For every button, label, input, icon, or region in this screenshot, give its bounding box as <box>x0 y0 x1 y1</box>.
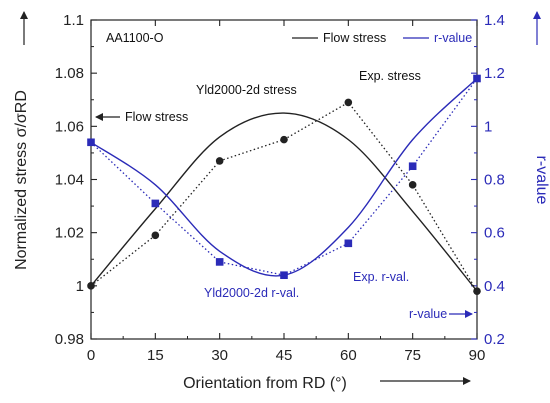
series-layer <box>87 74 481 295</box>
data-point-exp-stress <box>344 98 353 107</box>
y-axis-left-title: Normalized stress σ/σRD <box>13 90 30 270</box>
y-left-tick-label: 1.08 <box>55 65 84 82</box>
legend: Flow stress r-value <box>292 31 472 45</box>
data-point-exp-stress <box>408 181 417 189</box>
x-tick-label: 0 <box>87 347 95 364</box>
annotation-exp-rval: Exp. r-val. <box>353 270 409 284</box>
y-left-tick-label: 1.04 <box>55 172 84 189</box>
x-tick-label: 45 <box>276 347 293 364</box>
series-line-exp-r-val <box>90 78 478 276</box>
y-right-tick-label: 0.2 <box>484 331 505 348</box>
y-left-tick-label: 0.98 <box>55 331 84 348</box>
data-point-exp-r-val <box>215 258 224 266</box>
x-tick-label: 90 <box>469 347 486 364</box>
y-left-tick-label: 1 <box>76 278 84 295</box>
x-tick-label: 30 <box>211 347 228 364</box>
annotation-yld-stress: Yld2000-2d stress <box>196 83 297 97</box>
y-right-tick-label: 1.2 <box>484 65 505 82</box>
series-line-yld2000-2d-r-val <box>90 77 478 277</box>
y-right-tick-label: 0.6 <box>484 225 505 242</box>
data-point-exp-r-val <box>151 199 160 208</box>
y-right-tick-label: 0.8 <box>484 172 505 189</box>
data-point-exp-stress <box>215 157 224 165</box>
series-line-yld2000-2d-stress <box>90 112 478 292</box>
y-right-tick-label: 0.4 <box>484 278 505 295</box>
legend-flow-stress-label: Flow stress <box>323 31 386 45</box>
y-left-tick-label: 1.06 <box>55 118 84 135</box>
y-right-tick-label: 1 <box>484 118 492 135</box>
data-point-exp-r-val <box>344 239 353 248</box>
y-axis-right-title: r-value <box>533 156 550 205</box>
data-point-exp-r-val <box>408 162 417 171</box>
x-tick-label: 60 <box>340 347 357 364</box>
x-tick-label: 75 <box>404 347 421 364</box>
annotation-exp-stress: Exp. stress <box>359 69 421 83</box>
data-point-exp-stress <box>280 135 288 144</box>
annotation-flow-stress: Flow stress <box>125 110 188 124</box>
annotation-rvalue-arrow-label: r-value <box>409 307 447 321</box>
annotation-yld-rval: Yld2000-2d r-val. <box>204 286 299 300</box>
axis-ticks: 0 15 30 45 60 75 90 0.98 1 1.02 1.04 1.06 1.08 1.1 0.2… <box>55 12 505 364</box>
y-left-tick-label: 1.1 <box>63 12 84 29</box>
legend-rvalue-label: r-value <box>434 31 472 45</box>
y-right-tick-label: 1.4 <box>484 12 505 29</box>
material-label: AA1100-O <box>106 31 164 45</box>
data-point-exp-stress <box>151 231 160 240</box>
x-axis-title: Orientation from RD (°) <box>183 375 347 392</box>
y-left-tick-label: 1.02 <box>55 225 84 242</box>
x-tick-label: 15 <box>147 347 164 364</box>
series-line-exp-stress <box>90 101 478 292</box>
